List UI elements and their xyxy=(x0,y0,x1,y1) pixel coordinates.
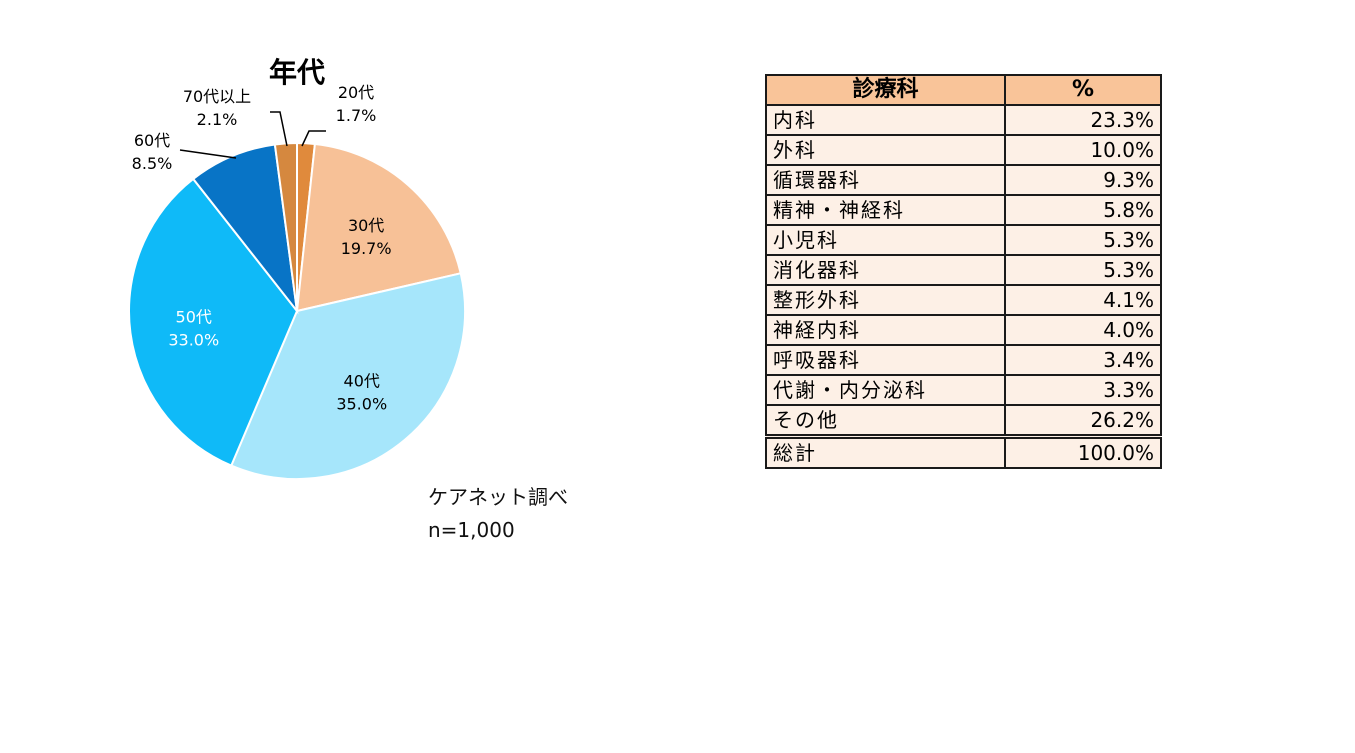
pie-slice-2 xyxy=(229,272,466,480)
header-percent: % xyxy=(1004,74,1162,106)
slice-value-label: 33.0% xyxy=(168,331,219,350)
department-name: 精神・神経科 xyxy=(765,194,1006,226)
chart-title: 年代 xyxy=(269,56,325,89)
department-percent: 9.3% xyxy=(1004,164,1162,196)
slice-label: 40代 xyxy=(344,371,380,390)
source-note: ケアネット調べ xyxy=(428,485,568,509)
department-name: 循環器科 xyxy=(765,164,1006,196)
department-percent: 4.0% xyxy=(1004,314,1162,346)
slice-label: 60代 xyxy=(134,131,170,150)
department-name: 外科 xyxy=(765,134,1006,166)
department-name: 神経内科 xyxy=(765,314,1006,346)
department-name: その他 xyxy=(765,404,1006,438)
leader-line-0 xyxy=(301,130,326,147)
table-row: 循環器科 9.3% xyxy=(765,164,1162,196)
table-row: 精神・神経科 5.8% xyxy=(765,194,1162,226)
slice-value-label: 35.0% xyxy=(336,394,387,413)
table-row: 整形外科 4.1% xyxy=(765,284,1162,316)
leader-line-5 xyxy=(270,111,288,147)
slice-value-label: 19.7% xyxy=(341,239,392,258)
table-row: 代謝・内分泌科 3.3% xyxy=(765,374,1162,406)
table-row: 内科 23.3% xyxy=(765,104,1162,136)
slice-value-label: 2.1% xyxy=(197,110,238,129)
total-row: 総計 100.0% xyxy=(765,434,1162,469)
department-name: 整形外科 xyxy=(765,284,1006,316)
department-percent: 10.0% xyxy=(1004,134,1162,166)
table-row: 呼吸器科 3.4% xyxy=(765,344,1162,376)
department-percent: 5.3% xyxy=(1004,224,1162,256)
department-name: 代謝・内分泌科 xyxy=(765,374,1006,406)
department-percent: 23.3% xyxy=(1004,104,1162,136)
table-row: その他 26.2% xyxy=(765,404,1162,438)
pie-slice-4 xyxy=(191,143,299,315)
table-row: 外科 10.0% xyxy=(765,134,1162,166)
total-label: 総計 xyxy=(765,434,1006,469)
table-header-row: 診療科 % xyxy=(765,74,1162,106)
department-table: 診療科 % 内科 23.3% 外科 10.0% 循環器科 9.3% 精神・神経科 5.8% 小児… xyxy=(765,74,1162,469)
slice-label: 70代以上 xyxy=(183,87,251,106)
slice-label: 20代 xyxy=(338,83,374,102)
pie-chart: 年代 20代 1.7% 30代 19.7% 40代 35.0% 50代 33.0% 60代 8.5… xyxy=(128,56,466,480)
slice-value-label: 8.5% xyxy=(132,154,173,173)
slice-label: 50代 xyxy=(176,308,212,327)
slice-label: 30代 xyxy=(348,216,384,235)
total-percent: 100.0% xyxy=(1004,434,1162,469)
table-row: 神経内科 4.0% xyxy=(765,314,1162,346)
sample-size: n=1,000 xyxy=(428,518,515,542)
department-percent: 4.1% xyxy=(1004,284,1162,316)
pie-slice-1 xyxy=(295,142,462,313)
department-name: 消化器科 xyxy=(765,254,1006,286)
slice-value-label: 1.7% xyxy=(336,106,377,125)
department-percent: 5.8% xyxy=(1004,194,1162,226)
leader-line-4 xyxy=(179,149,237,159)
table-row: 小児科 5.3% xyxy=(765,224,1162,256)
department-percent: 3.4% xyxy=(1004,344,1162,376)
pie-slice-3 xyxy=(128,177,299,467)
department-name: 呼吸器科 xyxy=(765,344,1006,376)
department-percent: 26.2% xyxy=(1004,404,1162,438)
department-name: 小児科 xyxy=(765,224,1006,256)
department-name: 内科 xyxy=(765,104,1006,136)
table-row: 消化器科 5.3% xyxy=(765,254,1162,286)
department-percent: 5.3% xyxy=(1004,254,1162,286)
header-department: 診療科 xyxy=(765,74,1006,106)
department-percent: 3.3% xyxy=(1004,374,1162,406)
